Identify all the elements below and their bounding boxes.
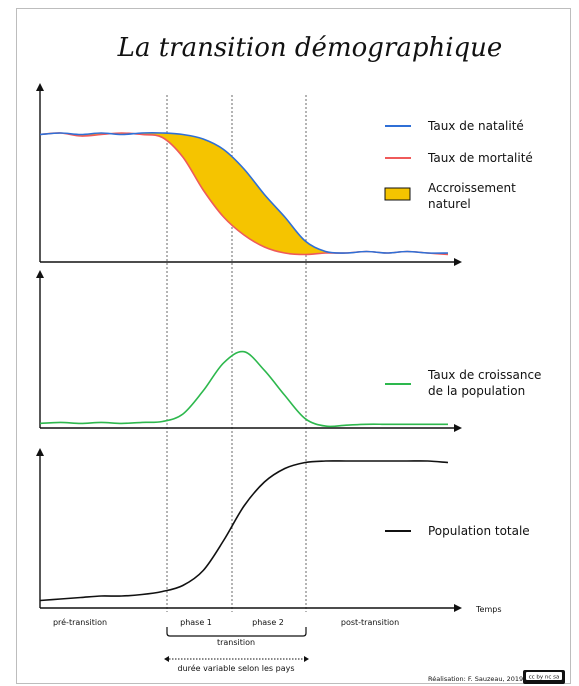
legend-accroissement-label-1: Accroissement	[428, 181, 516, 195]
duration-arrow-left-head	[164, 656, 169, 662]
legend-mortalite-label: Taux de mortalité	[427, 151, 533, 165]
figure-title: La transition démographique	[117, 33, 503, 63]
total-population-line	[39, 460, 449, 602]
population-growth-rate-line	[39, 350, 448, 428]
license-badge-text: cc by nc sa	[529, 675, 560, 681]
phase-2-label: phase 2	[252, 618, 284, 627]
legend-croissance-label-1: Taux de croissance	[427, 368, 541, 382]
transition-label: transition	[217, 638, 255, 647]
duration-arrow-right-head	[304, 656, 309, 662]
cc-license-badge: cc by nc sa	[523, 670, 565, 684]
x-axis-label: Temps	[475, 605, 502, 614]
panel-birth-death-rates	[39, 132, 449, 256]
natural-increase-area	[40, 132, 448, 255]
credit-text: Réalisation: F. Sauzeau, 2019	[428, 675, 523, 683]
legend-croissance-label-2: de la population	[428, 384, 525, 398]
legend-natalite-label: Taux de natalité	[427, 119, 524, 133]
phase-1-label: phase 1	[180, 618, 212, 627]
phase-pre-label: pré-transition	[53, 617, 107, 627]
birth-rate-line	[39, 132, 449, 254]
legend-accroissement-swatch	[384, 187, 411, 201]
legend-population-label: Population totale	[428, 524, 530, 538]
legend-accroissement-label-2: naturel	[428, 197, 471, 211]
duration-label: durée variable selon les pays	[177, 663, 294, 673]
phase-post-label: post-transition	[341, 618, 399, 627]
figure-frame	[16, 8, 571, 684]
transition-bracket	[166, 627, 307, 637]
